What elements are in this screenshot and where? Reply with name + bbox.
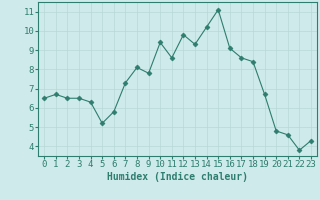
X-axis label: Humidex (Indice chaleur): Humidex (Indice chaleur) xyxy=(107,172,248,182)
